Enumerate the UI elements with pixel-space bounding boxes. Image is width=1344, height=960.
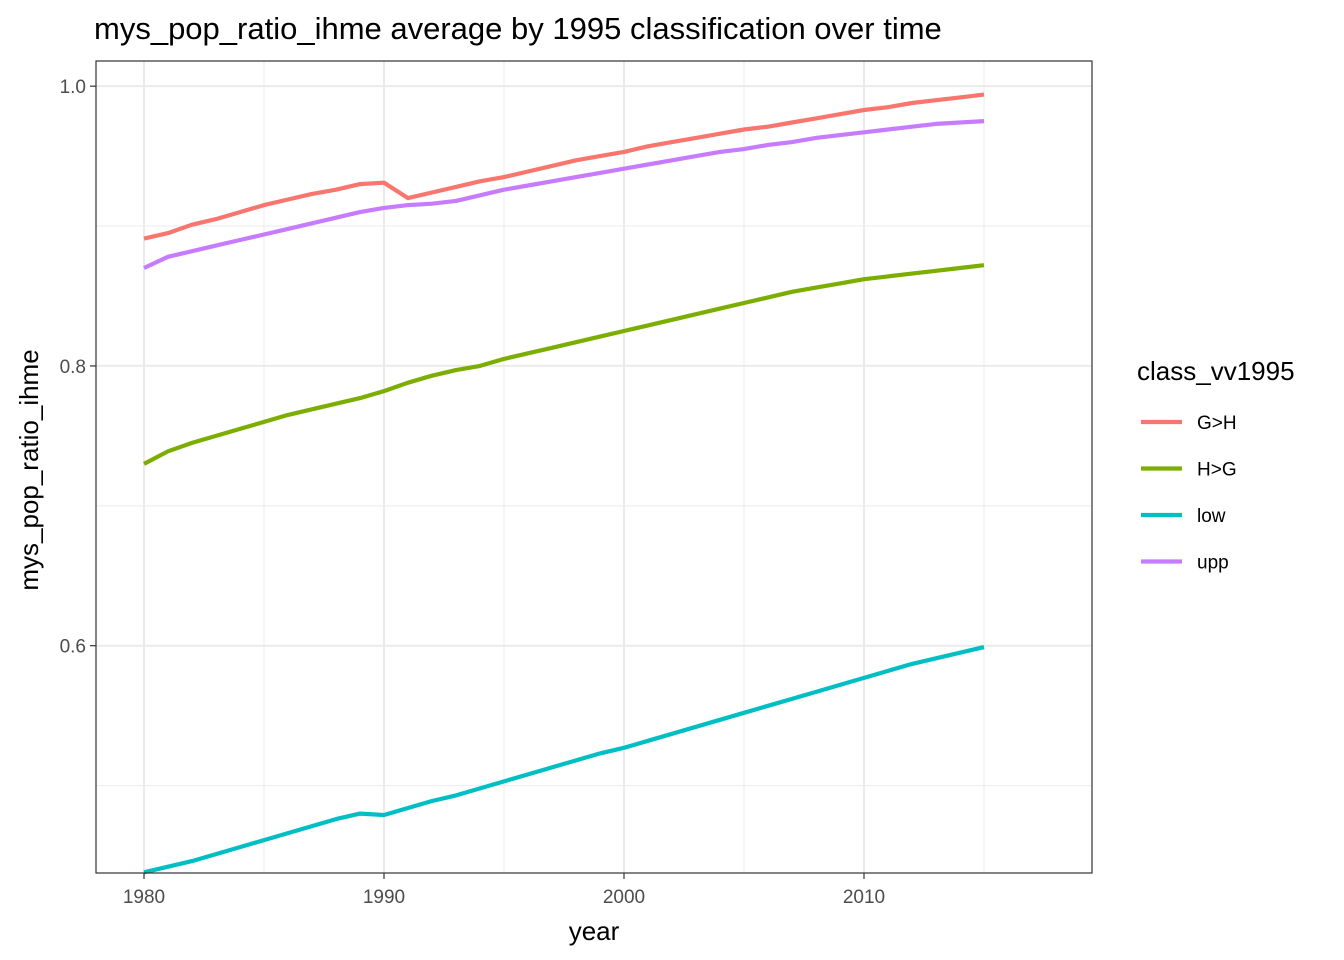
y-axis-title: mys_pop_ratio_ihme xyxy=(14,349,44,590)
series-line-g-h xyxy=(143,92,985,241)
minor-gridlines xyxy=(96,61,1092,873)
y-axis: 0.6 0.8 1.0 xyxy=(60,77,96,658)
legend-label: H>G xyxy=(1197,460,1237,481)
plot-panel xyxy=(95,60,1093,875)
x-axis-title: year xyxy=(569,916,620,946)
y-tick-label: 0.6 xyxy=(60,637,86,658)
legend-label: upp xyxy=(1197,553,1229,574)
x-tick-label: 2010 xyxy=(843,887,885,908)
series-line-h-g xyxy=(143,263,985,466)
y-tick-label: 1.0 xyxy=(60,77,86,98)
x-tick-label: 1990 xyxy=(363,887,405,908)
legend-label: G>H xyxy=(1197,413,1237,434)
series-lines xyxy=(143,92,985,875)
series-line-low xyxy=(143,645,985,875)
legend: class_vv1995 G>H H>G low upp xyxy=(1137,356,1295,574)
legend-title: class_vv1995 xyxy=(1137,356,1295,386)
plot-background xyxy=(96,61,1092,873)
legend-items: G>H H>G low upp xyxy=(1141,413,1237,574)
x-axis: 1980 1990 2000 2010 xyxy=(123,873,885,908)
x-tick-label: 2000 xyxy=(603,887,645,908)
x-tick-label: 1980 xyxy=(123,887,165,908)
chart-title: mys_pop_ratio_ihme average by 1995 class… xyxy=(94,11,942,46)
plot-border xyxy=(95,60,1093,874)
major-gridlines xyxy=(96,61,1092,873)
y-tick-label: 0.8 xyxy=(60,357,86,378)
legend-label: low xyxy=(1197,506,1226,527)
series-line-upp xyxy=(143,119,985,270)
